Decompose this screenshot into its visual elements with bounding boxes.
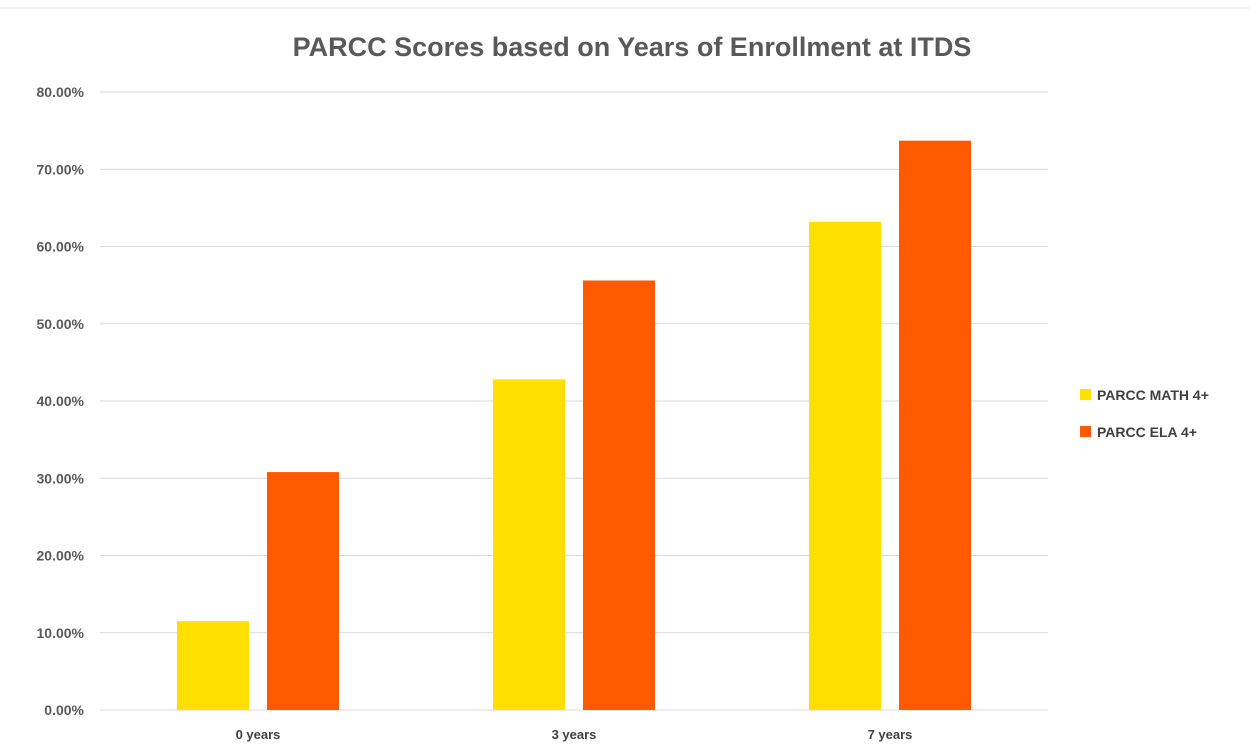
bar-parcc-ela-4-1 [583, 280, 655, 710]
y-tick-label: 10.00% [37, 625, 85, 641]
legend: PARCC MATH 4+ PARCC ELA 4+ [1080, 387, 1209, 440]
y-tick-label: 20.00% [37, 548, 85, 564]
bar-parcc-math-4-1 [493, 379, 565, 710]
chart-title: PARCC Scores based on Years of Enrollmen… [293, 32, 972, 62]
y-tick-label: 30.00% [37, 470, 85, 486]
x-tick-label: 3 years [552, 727, 597, 742]
y-tick-label: 80.00% [37, 84, 85, 100]
bars [177, 141, 971, 710]
y-tick-label: 0.00% [44, 702, 84, 718]
y-tick-label: 60.00% [37, 239, 85, 255]
legend-label: PARCC ELA 4+ [1097, 424, 1197, 440]
x-axis-ticks: 0 years 3 years 7 years [236, 727, 913, 742]
legend-swatch [1080, 389, 1091, 400]
y-tick-label: 40.00% [37, 393, 85, 409]
bar-parcc-ela-4-2 [899, 141, 971, 710]
bar-parcc-math-4-0 [177, 621, 249, 710]
y-tick-label: 50.00% [37, 316, 85, 332]
legend-swatch [1080, 426, 1091, 437]
y-axis-ticks: 0.00% 10.00% 20.00% 30.00% 40.00% 50.00% 60.00… [37, 84, 85, 718]
x-tick-label: 0 years [236, 727, 281, 742]
x-tick-label: 7 years [868, 727, 913, 742]
bar-parcc-math-4-2 [809, 222, 881, 710]
bar-parcc-ela-4-0 [267, 472, 339, 710]
y-tick-label: 70.00% [37, 161, 85, 177]
legend-label: PARCC MATH 4+ [1097, 387, 1209, 403]
